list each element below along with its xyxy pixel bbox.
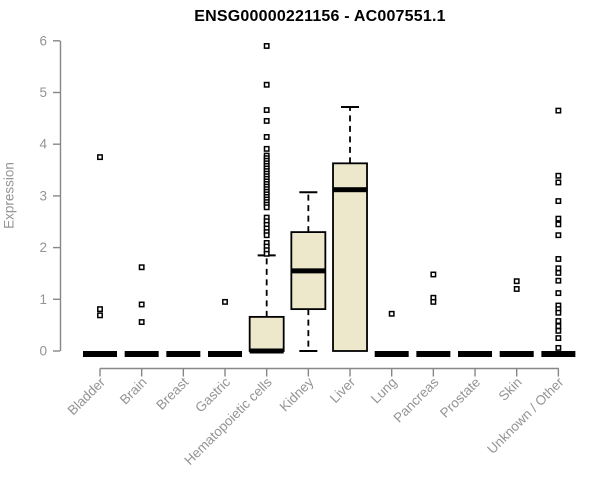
outlier-point (513, 278, 520, 285)
outlier-point (555, 277, 562, 284)
x-tick-label: Prostate (437, 375, 483, 421)
collapsed-box-median (416, 351, 451, 357)
outlier-point (555, 107, 562, 114)
collapsed-box-median (208, 351, 243, 357)
outlier-point (555, 269, 562, 276)
outlier-point (138, 301, 145, 308)
outlier-point (263, 145, 270, 152)
outlier-point (555, 172, 562, 179)
outlier-point (263, 43, 270, 49)
outlier-point (555, 198, 562, 205)
y-tick-label: 3 (39, 188, 47, 203)
collapsed-box-median (374, 351, 409, 357)
outlier-point (555, 265, 562, 272)
outlier-point (430, 271, 437, 278)
box (332, 162, 368, 352)
outlier-point (263, 204, 270, 211)
outlier-point (263, 232, 270, 239)
outlier-point (555, 323, 562, 330)
y-tick-label: 1 (39, 292, 47, 307)
outlier-point (555, 232, 562, 239)
outlier-point (263, 117, 270, 124)
outlier-point (138, 264, 145, 271)
x-tick-label: Liver (327, 374, 359, 406)
outlier-point (555, 309, 562, 316)
y-tick-label: 4 (39, 137, 47, 152)
y-tick-label: 6 (39, 33, 47, 48)
outlier-point (263, 134, 270, 140)
collapsed-box-median (124, 351, 159, 357)
collapsed-box-median (83, 351, 117, 357)
y-tick-label: 5 (39, 85, 47, 100)
median-line (249, 348, 284, 354)
collapsed-box-median (166, 351, 201, 357)
collapsed-box-median (499, 351, 534, 357)
outlier-point (97, 306, 103, 313)
x-tick-label: Lung (368, 375, 400, 407)
outlier-point (430, 298, 437, 305)
collapsed-box-median (458, 351, 493, 357)
y-tick-label: 2 (39, 240, 47, 255)
outlier-point (222, 298, 228, 305)
x-tick-label: Kidney (277, 374, 317, 414)
outlier-point (555, 221, 562, 228)
x-tick-label: Unknown / Other (484, 374, 567, 457)
outlier-point (513, 286, 520, 292)
outlier-point (555, 335, 562, 342)
x-tick-label: Breast (153, 374, 191, 412)
outlier-point (138, 319, 145, 325)
x-tick-label: Bladder (65, 374, 109, 418)
median-line (333, 187, 368, 193)
x-tick-label: Brain (117, 375, 150, 408)
x-tick-label: Skin (496, 375, 525, 404)
outlier-point (555, 344, 562, 351)
outlier-point (388, 310, 395, 317)
x-tick-label: Pancreas (391, 374, 442, 425)
outlier-point (263, 250, 270, 257)
outlier-point (97, 312, 103, 319)
median-line (291, 268, 326, 274)
outlier-point (263, 107, 270, 114)
outlier-point (97, 154, 103, 161)
outlier-point (555, 256, 562, 262)
outlier-point (555, 290, 562, 297)
outlier-point (263, 81, 270, 88)
chart-title: ENSG00000221156 - AC007551.1 (194, 8, 446, 25)
x-tick-label: Gastric (192, 374, 233, 415)
outlier-point (555, 179, 562, 186)
y-tick-label: 0 (39, 344, 47, 359)
box (248, 315, 285, 352)
outlier-point (555, 215, 562, 222)
collapsed-box-median (541, 351, 576, 357)
outlier-point (555, 318, 562, 324)
outlier-point (555, 327, 562, 334)
